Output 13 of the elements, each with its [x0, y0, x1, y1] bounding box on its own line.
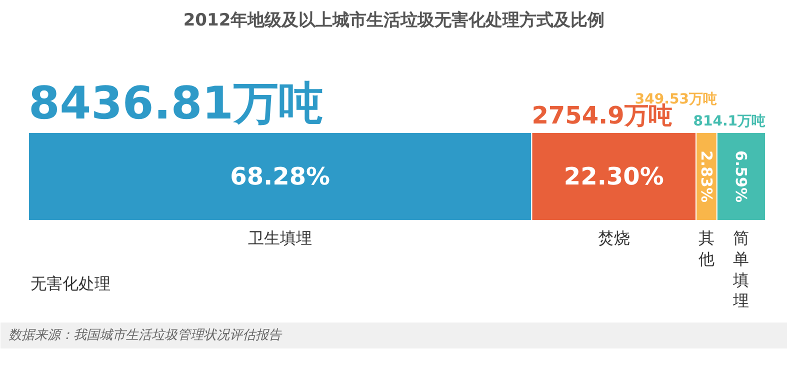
source-note: 数据来源：我国城市生活垃圾管理状况评估报告 — [8, 328, 282, 343]
series-label: 其他 — [698, 228, 715, 268]
data-label: 2.83% — [698, 150, 716, 203]
data-label: 6.59% — [732, 150, 750, 203]
text: 8436.81万吨 — [28, 76, 324, 130]
series-label: 焚烧 — [598, 228, 630, 248]
text: 无害化处理 — [30, 274, 110, 293]
data-label: 22.30% — [564, 162, 664, 190]
data-label: 68.28% — [230, 162, 330, 190]
chart-title: 2012年地级及以上城市生活垃圾无害化处理方式及比例 — [183, 10, 605, 30]
text: 814.1万吨 — [693, 114, 766, 130]
series-label: 卫生填埋 — [248, 228, 312, 248]
series-label: 简单填埋 — [732, 228, 750, 310]
